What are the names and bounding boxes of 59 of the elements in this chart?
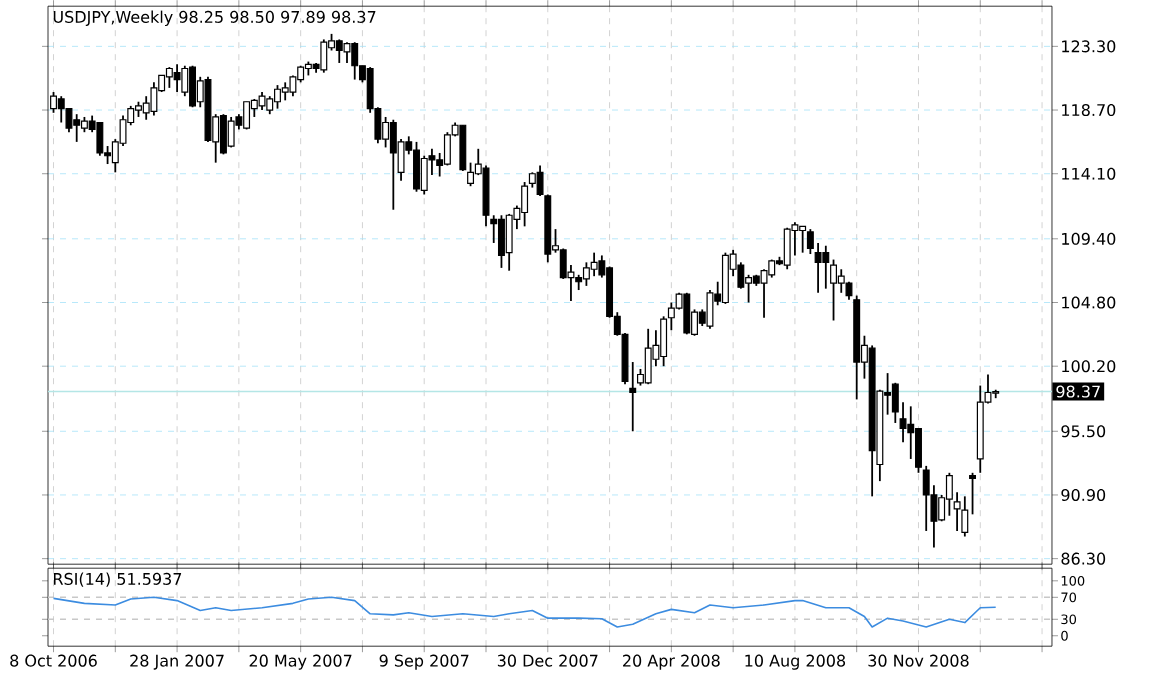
y-tick-label: 90.90 [1061, 488, 1106, 501]
candlestick [505, 212, 513, 272]
candlestick [420, 154, 428, 196]
candlestick [721, 251, 729, 305]
candlestick [389, 118, 397, 211]
candlestick [219, 113, 227, 156]
chart-title: RSI(14) 51.5937 [53, 572, 182, 587]
candlestick [582, 261, 590, 287]
y-tick-label: 95.50 [1061, 425, 1106, 438]
y-tick-label: 123.30 [1062, 40, 1116, 53]
candlestick [335, 38, 343, 64]
candlestick [343, 41, 351, 64]
y-tick-label: 118.70 [1062, 103, 1116, 116]
candlestick [799, 225, 807, 254]
candlestick [683, 291, 691, 336]
ref-line-label: 98.37 [1056, 385, 1100, 398]
candlestick [706, 289, 714, 330]
chart-title: USDJPY,Weekly 98.25 98.50 97.89 98.37 [53, 10, 376, 26]
x-tick-label: 30 Dec 2007 [497, 654, 598, 667]
candlestick [783, 226, 791, 271]
candlestick [96, 121, 104, 157]
x-tick-label: 10 Aug 2008 [745, 654, 846, 670]
x-tick-label: 8 Oct 2006 [10, 654, 97, 667]
candlestick [459, 124, 467, 172]
candlestick [907, 405, 915, 460]
candlestick [281, 81, 289, 102]
candlestick [227, 115, 235, 149]
candlestick [289, 74, 297, 97]
candlestick [351, 41, 359, 81]
candlestick [274, 84, 281, 110]
candlestick [644, 327, 652, 385]
y-tick-label: 100.20 [1062, 360, 1116, 373]
y-tick-label: 86.30 [1061, 552, 1106, 565]
candlestick [243, 100, 251, 131]
y-tick-label: 114.10 [1062, 167, 1116, 180]
candlestick [760, 268, 768, 319]
y-tick-label: 109.40 [1062, 232, 1116, 245]
x-tick-label: 20 May 2007 [249, 654, 352, 670]
candlestick [382, 115, 390, 149]
x-tick-label: 28 Jan 2007 [130, 654, 224, 670]
candlestick [165, 66, 173, 89]
candlestick [590, 251, 598, 277]
candlestick [173, 63, 181, 93]
candlestick [258, 91, 266, 111]
candlestick [969, 471, 977, 516]
candlestick [320, 38, 328, 74]
x-tick-label: 30 Nov 2008 [868, 654, 969, 667]
candlestick [961, 495, 969, 538]
candlestick [413, 140, 420, 193]
candlestick [150, 81, 158, 117]
x-tick-label: 20 Apr 2008 [623, 654, 720, 670]
candlestick [57, 95, 65, 124]
line-series [52, 596, 997, 628]
candlestick [822, 244, 830, 290]
x-tick-label: 9 Sep 2007 [379, 654, 469, 670]
candlestick [73, 113, 81, 143]
candlestick [497, 214, 505, 269]
candlestick [837, 268, 845, 294]
y-tick-label: 104.80 [1062, 296, 1116, 309]
